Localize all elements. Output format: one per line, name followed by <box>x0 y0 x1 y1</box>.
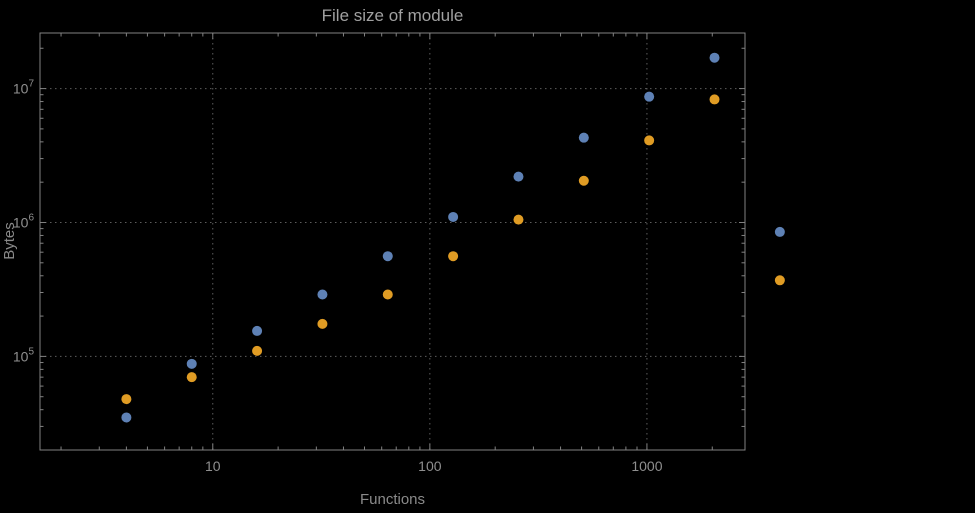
y-axis-label: Bytes <box>1 222 18 260</box>
data-point-series-1-blue <box>186 358 197 369</box>
data-point-series-2-orange <box>317 318 328 329</box>
x-axis-label: Functions <box>359 491 426 508</box>
data-point-series-1-blue <box>578 132 589 143</box>
chart-title: File size of module <box>321 6 464 25</box>
data-point-series-1-blue <box>448 211 459 222</box>
data-point-series-1-blue <box>121 412 132 423</box>
data-point-series-2-orange <box>578 175 589 186</box>
y-tick-label: 106 <box>13 212 35 230</box>
data-point-series-2-orange <box>644 135 655 146</box>
data-point-series-2-orange <box>252 345 263 356</box>
x-tick-label: 10 <box>205 458 221 474</box>
y-tick-label: 107 <box>13 79 35 97</box>
plot-frame <box>39 32 746 451</box>
data-point-series-2-orange <box>448 251 459 262</box>
data-point-series-2-orange <box>382 289 393 300</box>
data-point-series-1-blue <box>644 91 655 102</box>
data-point-series-2-orange <box>774 275 785 286</box>
x-tick-label: 100 <box>418 458 442 474</box>
data-point-series-1-blue <box>382 251 393 262</box>
data-point-series-1-blue <box>252 325 263 336</box>
data-point-series-1-blue <box>513 171 524 182</box>
data-point-series-1-blue <box>317 289 328 300</box>
data-point-series-1-blue <box>709 52 720 63</box>
data-point-series-2-orange <box>186 372 197 383</box>
data-point-series-2-orange <box>709 94 720 105</box>
data-point-series-1-blue <box>774 226 785 237</box>
x-tick-label: 1000 <box>631 458 662 474</box>
data-point-series-2-orange <box>121 394 132 405</box>
y-tick-label: 105 <box>13 346 35 364</box>
data-point-series-2-orange <box>513 214 524 225</box>
